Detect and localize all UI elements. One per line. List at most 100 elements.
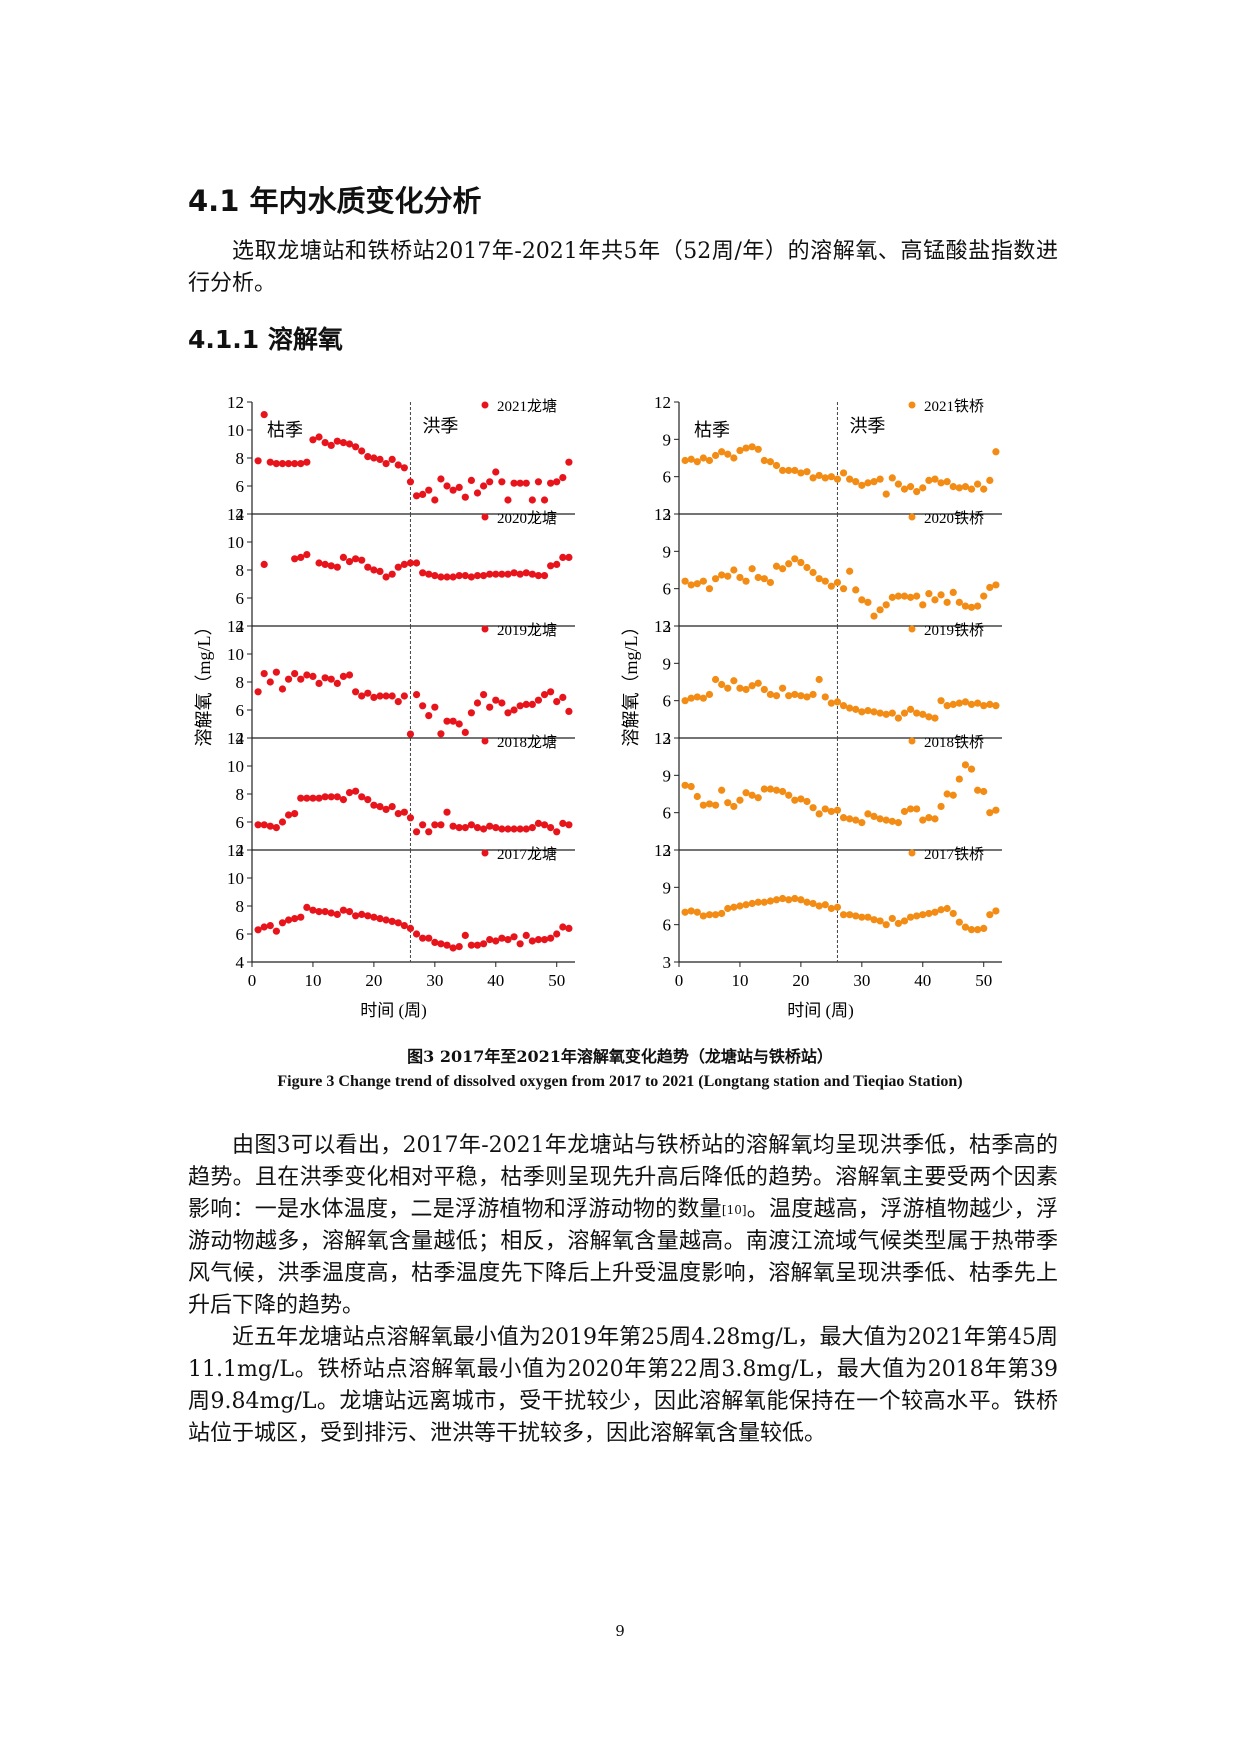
data-point <box>284 460 293 468</box>
data-point <box>364 453 372 461</box>
data-point <box>431 572 439 580</box>
data-point <box>858 481 866 489</box>
data-point <box>913 709 921 717</box>
data-point <box>321 560 329 568</box>
flood-season-label: 洪季 <box>422 416 458 436</box>
x-tick-label: 40 <box>914 971 931 990</box>
data-point <box>370 566 378 574</box>
legend-label: 2017铁桥 <box>924 846 984 863</box>
data-point <box>467 573 475 581</box>
data-point <box>516 940 524 948</box>
data-point <box>699 801 707 809</box>
y-tick-label: 8 <box>236 561 245 580</box>
data-point <box>754 679 762 687</box>
data-point <box>894 714 902 722</box>
data-point <box>358 793 366 801</box>
data-point <box>376 567 384 575</box>
panel-2019铁桥: 3 6 9 12 2019铁桥 <box>654 617 1002 748</box>
data-point <box>974 699 982 707</box>
data-point <box>370 693 378 701</box>
data-point <box>364 912 372 920</box>
data-point <box>900 917 909 925</box>
data-point <box>327 675 335 683</box>
y-tick-label: 8 <box>236 673 245 692</box>
data-point <box>534 936 543 944</box>
data-point <box>522 569 530 577</box>
data-point <box>534 819 543 827</box>
data-point <box>693 580 701 588</box>
data-point <box>394 810 402 818</box>
data-point <box>321 439 329 447</box>
data-point <box>705 456 714 465</box>
data-point <box>925 713 933 721</box>
data-point <box>419 934 427 942</box>
data-point <box>779 466 787 475</box>
data-point <box>394 698 402 706</box>
data-point <box>961 698 970 706</box>
data-point <box>785 791 793 799</box>
data-point <box>888 709 896 717</box>
data-point <box>339 439 348 447</box>
data-point <box>492 570 500 578</box>
data-point <box>547 479 555 487</box>
section-title: 4.1 年内水质变化分析 <box>188 184 482 218</box>
legend-label: 2018龙塘 <box>497 734 557 751</box>
data-point <box>492 468 500 476</box>
data-point <box>803 693 811 701</box>
data-point <box>437 475 445 483</box>
data-point <box>492 696 500 704</box>
data-point <box>797 469 805 477</box>
data-point <box>486 478 494 486</box>
data-point <box>870 708 878 716</box>
data-point <box>266 678 274 686</box>
data-point <box>699 912 707 920</box>
data-point <box>406 478 415 486</box>
data-point <box>291 460 299 468</box>
data-point <box>376 692 384 700</box>
data-point <box>986 700 994 708</box>
data-point <box>266 822 274 830</box>
data-point <box>412 930 421 938</box>
data-point <box>919 484 927 492</box>
page-number: 9 <box>615 1622 625 1640</box>
data-point <box>718 448 726 456</box>
legend-marker <box>908 625 916 633</box>
data-point <box>382 692 390 700</box>
data-point <box>833 806 842 814</box>
data-point <box>272 824 280 832</box>
dry-season-label: 枯季 <box>267 420 303 440</box>
data-point <box>736 902 744 910</box>
data-point <box>479 691 488 699</box>
data-point <box>486 936 494 944</box>
data-point <box>900 709 909 717</box>
data-point <box>303 458 311 466</box>
data-point <box>846 815 854 823</box>
data-point <box>431 703 439 711</box>
data-point <box>455 824 463 832</box>
data-point <box>388 917 396 926</box>
data-point <box>358 692 366 700</box>
data-point <box>846 475 854 483</box>
intro-text: 选取龙塘站和铁桥站2017年-2021年共5年（52周/年）的溶解氧、高锰酸盐指… <box>188 239 1058 296</box>
data-point <box>913 805 921 813</box>
data-point <box>516 825 524 833</box>
data-point <box>419 702 427 710</box>
data-point <box>791 690 799 699</box>
data-point <box>681 577 689 585</box>
data-point <box>297 913 305 921</box>
data-point <box>260 560 268 568</box>
y-tick-label: 12 <box>227 729 244 748</box>
data-point <box>528 496 536 504</box>
data-point <box>498 825 506 833</box>
data-point <box>291 555 299 563</box>
data-point <box>687 907 695 915</box>
x-axis-title: 时间 (周) <box>787 1001 854 1020</box>
data-point <box>943 598 951 606</box>
data-point <box>754 445 762 453</box>
data-point <box>919 710 927 718</box>
data-point <box>565 924 573 933</box>
y-tick-label: 8 <box>236 449 245 468</box>
data-point <box>705 690 714 699</box>
data-point <box>333 563 341 571</box>
data-point <box>797 558 805 567</box>
